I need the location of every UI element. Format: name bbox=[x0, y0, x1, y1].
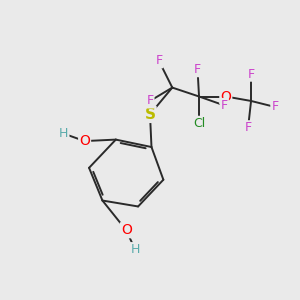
Text: O: O bbox=[121, 223, 132, 237]
Text: F: F bbox=[244, 121, 252, 134]
Text: Cl: Cl bbox=[193, 117, 205, 130]
Text: F: F bbox=[271, 100, 278, 113]
Text: H: H bbox=[59, 127, 68, 140]
Text: F: F bbox=[146, 94, 154, 107]
Text: F: F bbox=[221, 99, 228, 112]
Text: O: O bbox=[220, 89, 231, 103]
Text: F: F bbox=[155, 54, 163, 67]
Text: F: F bbox=[248, 68, 255, 81]
Text: O: O bbox=[79, 134, 90, 148]
Text: H: H bbox=[130, 243, 140, 256]
Text: S: S bbox=[145, 107, 155, 122]
Text: F: F bbox=[194, 63, 201, 76]
